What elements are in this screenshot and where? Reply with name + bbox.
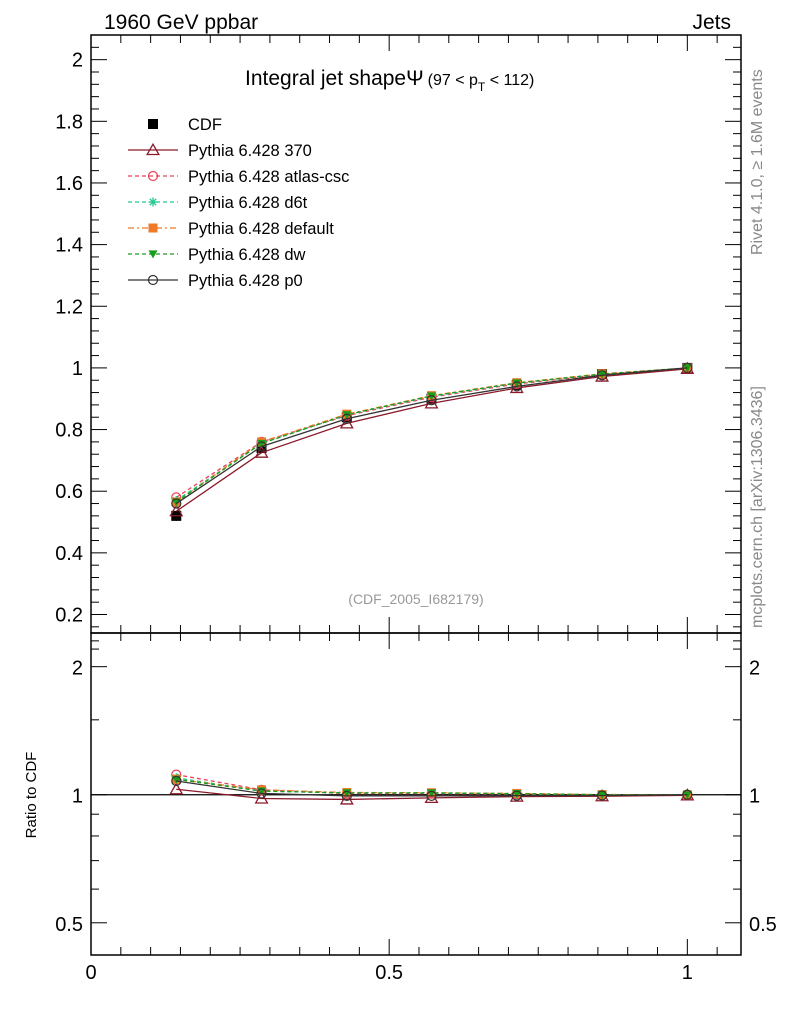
legend-label: Pythia 6.428 default xyxy=(188,220,334,238)
legend-entry: Pythia 6.428 default xyxy=(128,220,334,238)
ratio-point xyxy=(682,789,693,800)
main-ytick-label: 2 xyxy=(72,50,83,72)
series-5 xyxy=(171,364,692,507)
data-point xyxy=(424,396,439,409)
data-point xyxy=(257,439,267,448)
data-point xyxy=(171,498,182,509)
legend: CDF Pythia 6.428 370 Pythia 6.428 atlas-cs… xyxy=(128,116,349,290)
legend-label: Pythia 6.428 d6t xyxy=(188,194,308,212)
legend-marker xyxy=(148,197,158,207)
legend-marker xyxy=(148,119,158,129)
legend-entry: Pythia 6.428 dw xyxy=(128,246,305,264)
main-title: Integral jet shapeΨ (97 < pT < 112) xyxy=(245,67,534,94)
data-point xyxy=(426,395,437,406)
ratio-point xyxy=(596,790,608,801)
ratio-point xyxy=(256,788,267,799)
legend-label: CDF xyxy=(188,116,222,134)
data-point xyxy=(254,445,269,458)
xtick-label: 0 xyxy=(85,962,96,984)
data-point xyxy=(511,381,522,392)
ratio-point xyxy=(171,775,181,784)
series-4 xyxy=(171,363,692,507)
main-ytick-label: 1.6 xyxy=(55,173,83,195)
series-1 xyxy=(169,361,695,517)
legend-entry: Pythia 6.428 p0 xyxy=(128,272,303,290)
legend-entry: Pythia 6.428 d6t xyxy=(128,194,308,212)
ratio-frame xyxy=(90,632,742,956)
legend-entry: Pythia 6.428 atlas-csc xyxy=(128,168,349,186)
xtick-label: 0.5 xyxy=(375,962,403,984)
analysis-watermark: (CDF_2005_I682179) xyxy=(348,591,483,607)
data-point xyxy=(427,392,437,401)
ratio-series-line xyxy=(176,780,688,797)
mcplots-label: mcplots.cern.ch [arXiv:1306.3436] xyxy=(749,386,766,628)
main-ytick-label: 0.6 xyxy=(55,481,83,503)
legend-entry: Pythia 6.428 370 xyxy=(128,142,312,160)
legend-marker xyxy=(148,223,158,233)
ratio-series xyxy=(169,769,695,805)
ratio-ytick-label-right: 0.5 xyxy=(749,914,777,936)
data-point xyxy=(596,370,608,381)
rivet-label: Rivet 4.1.0, ≥ 1.6M events xyxy=(749,69,766,255)
series-0 xyxy=(171,362,693,521)
xtick-label: 1 xyxy=(682,962,693,984)
series-line xyxy=(175,367,688,503)
legend-label: Pythia 6.428 dw xyxy=(188,246,305,264)
main-ytick-label: 1.8 xyxy=(55,111,83,133)
main-ytick-label: 0.8 xyxy=(55,420,83,442)
ratio-ytick-label-right: 2 xyxy=(749,658,760,680)
legend-marker xyxy=(148,250,158,259)
legend-label: Pythia 6.428 atlas-csc xyxy=(188,168,349,186)
series-line xyxy=(175,367,688,505)
data-point xyxy=(342,411,352,420)
main-axes: 0.2 0.4 0.6 0.8 1 1.2 1.4 1.6 1.8 2 xyxy=(55,35,741,633)
ratio-ytick-label: 1 xyxy=(72,786,83,808)
main-ytick-label: 1.4 xyxy=(55,235,83,257)
series-3 xyxy=(171,363,692,505)
series-line xyxy=(175,368,688,512)
ratio-point xyxy=(341,790,352,801)
ratio-point xyxy=(169,782,184,795)
legend-marker-stroke xyxy=(149,198,157,206)
data-point xyxy=(341,413,352,424)
legend-label: Pythia 6.428 370 xyxy=(188,142,312,160)
header-right: Jets xyxy=(692,11,731,34)
series-line xyxy=(175,367,688,501)
data-point xyxy=(512,379,522,388)
ratio-point xyxy=(511,790,522,801)
data-point xyxy=(597,370,607,379)
main-ytick-label: 0.2 xyxy=(55,605,83,627)
header-left: 1960 GeV ppbar xyxy=(104,11,258,34)
series-2 xyxy=(171,362,693,503)
legend-marker xyxy=(147,170,159,182)
series-line xyxy=(175,367,688,498)
ratio-ylabel: Ratio to CDF xyxy=(23,752,40,839)
ratio-ytick-label: 0.5 xyxy=(55,914,83,936)
ratio-series-5 xyxy=(171,775,693,801)
data-point xyxy=(256,441,267,452)
legend-entry: CDF xyxy=(148,116,222,134)
main-ytick-label: 0.4 xyxy=(55,543,83,565)
ratio-ytick-label-right: 1 xyxy=(749,786,760,808)
ratio-axes: 0.5 0.5 1 1 2 2 0 0.5 1 xyxy=(55,633,777,984)
main-ytick-label: 1.2 xyxy=(55,296,83,318)
ratio-point xyxy=(171,775,182,787)
ratio-point xyxy=(254,791,269,804)
legend-label: Pythia 6.428 p0 xyxy=(188,272,303,290)
legend-marker xyxy=(147,274,159,286)
ratio-point xyxy=(426,790,437,801)
ratio-point xyxy=(339,792,354,805)
ratio-ytick-label: 2 xyxy=(72,658,83,680)
main-series xyxy=(169,361,695,521)
data-point xyxy=(682,362,693,374)
main-ytick-label: 1 xyxy=(72,358,83,380)
data-point xyxy=(169,504,184,517)
data-point xyxy=(171,498,181,507)
legend-marker xyxy=(146,142,160,156)
series-6 xyxy=(171,362,693,509)
series-line xyxy=(175,367,688,503)
